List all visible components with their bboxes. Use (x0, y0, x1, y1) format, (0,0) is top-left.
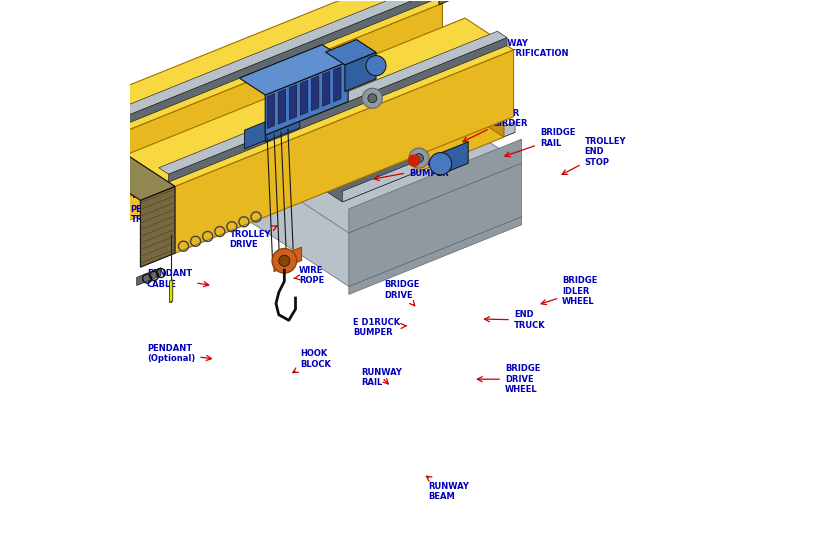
Text: PENDANT
TRACK: PENDANT TRACK (130, 204, 176, 224)
Text: TROLLEY
DRIVE: TROLLEY DRIVE (230, 226, 277, 249)
Polygon shape (240, 45, 348, 95)
Text: IDLER
GIRDER: IDLER GIRDER (463, 109, 528, 142)
Text: PENDANT
(Optional): PENDANT (Optional) (147, 344, 212, 363)
Circle shape (429, 152, 452, 175)
Text: TROLLEY
FRAME: TROLLEY FRAME (365, 107, 434, 150)
Text: HOIST: HOIST (325, 120, 360, 154)
Text: BRIDGE
DRIVE
WHEEL: BRIDGE DRIVE WHEEL (477, 365, 540, 394)
Circle shape (368, 94, 377, 102)
Polygon shape (348, 217, 522, 295)
Polygon shape (159, 31, 507, 174)
Polygon shape (343, 122, 515, 202)
Text: END
TRUCK: END TRUCK (484, 310, 546, 330)
Polygon shape (104, 3, 443, 207)
Circle shape (362, 88, 382, 108)
Polygon shape (97, 0, 436, 136)
Polygon shape (169, 38, 507, 182)
Polygon shape (242, 147, 522, 286)
Polygon shape (265, 121, 299, 142)
Polygon shape (249, 71, 515, 202)
Polygon shape (326, 40, 376, 65)
Text: RUNWAY
ELECTRIFICATION: RUNWAY ELECTRIFICATION (452, 39, 569, 73)
Polygon shape (62, 0, 443, 140)
Text: BRIDGE
IDLER
WHEEL: BRIDGE IDLER WHEEL (542, 276, 598, 306)
Text: RUNWAY
BEAM: RUNWAY BEAM (426, 476, 470, 501)
Polygon shape (267, 94, 275, 129)
Circle shape (442, 0, 451, 1)
Polygon shape (127, 18, 465, 222)
Polygon shape (334, 67, 341, 102)
Polygon shape (348, 164, 522, 286)
Circle shape (408, 155, 420, 166)
Polygon shape (278, 89, 285, 124)
Polygon shape (66, 0, 324, 10)
Polygon shape (345, 52, 376, 91)
Circle shape (366, 55, 386, 76)
Circle shape (272, 249, 297, 273)
Polygon shape (274, 247, 302, 272)
Polygon shape (245, 122, 265, 149)
Polygon shape (321, 44, 504, 141)
Polygon shape (265, 62, 348, 135)
Polygon shape (169, 279, 173, 302)
Polygon shape (141, 186, 175, 267)
Text: BRIDGE
RAIL: BRIDGE RAIL (505, 128, 575, 157)
Polygon shape (127, 18, 514, 186)
Polygon shape (410, 44, 504, 137)
Polygon shape (336, 155, 509, 251)
Polygon shape (441, 142, 468, 174)
Text: WIRE
ROPE: WIRE ROPE (294, 266, 325, 285)
Circle shape (409, 148, 429, 168)
Polygon shape (322, 71, 330, 106)
Text: TROLLEY
BUMPER: TROLLEY BUMPER (374, 159, 451, 180)
Text: TROLLEY
END
STOP: TROLLEY END STOP (562, 137, 626, 174)
Polygon shape (88, 0, 436, 128)
Text: UPPER
BLOCK: UPPER BLOCK (340, 142, 418, 174)
Text: RUNWAY
RAIL: RUNWAY RAIL (362, 368, 402, 387)
Polygon shape (439, 0, 453, 4)
Text: TROLLEY
CONDUCTOR
TRACK: TROLLEY CONDUCTOR TRACK (130, 170, 190, 200)
Polygon shape (83, 0, 324, 18)
Circle shape (279, 255, 290, 267)
Polygon shape (348, 139, 522, 233)
Text: PENDANT
FESTOON: PENDANT FESTOON (181, 175, 226, 194)
Polygon shape (242, 94, 522, 233)
Polygon shape (89, 3, 98, 15)
Polygon shape (175, 50, 514, 253)
Text: E D1RUCK
BUMPER: E D1RUCK BUMPER (353, 318, 407, 337)
Text: TROLLEY
FESTOON: TROLLEY FESTOON (178, 213, 232, 233)
Polygon shape (92, 155, 175, 200)
Text: PENDANT
CABLE: PENDANT CABLE (147, 269, 209, 288)
Polygon shape (108, 0, 117, 7)
Circle shape (415, 153, 424, 162)
Polygon shape (414, 105, 504, 174)
Polygon shape (104, 67, 465, 219)
Text: HOOK
BLOCK: HOOK BLOCK (293, 349, 331, 372)
Polygon shape (300, 80, 308, 115)
Polygon shape (290, 85, 297, 120)
Polygon shape (312, 76, 319, 111)
Polygon shape (137, 268, 161, 286)
Text: BRIDGE
DRIVE: BRIDGE DRIVE (384, 281, 420, 306)
